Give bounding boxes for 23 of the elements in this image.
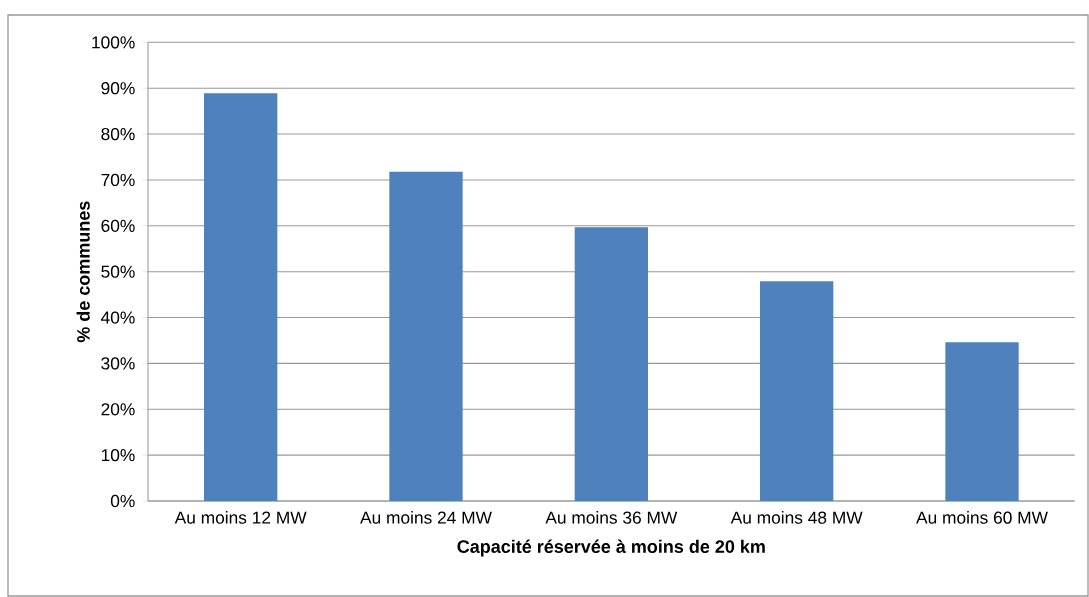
y-tick-label: 80%: [101, 127, 135, 141]
y-tick-label: 50%: [101, 265, 135, 278]
y-tick-label: 40%: [101, 311, 135, 324]
x-tick-label: Au moins 48 MW: [730, 511, 863, 524]
y-tick-label: 20%: [101, 403, 135, 416]
y-tick-label: 90%: [101, 82, 135, 95]
x-tick-label: Au moins 36 MW: [545, 511, 678, 524]
x-axis-title: Capacité réservée à moins de 20 km: [457, 539, 765, 557]
y-tick-label: 70%: [101, 173, 135, 187]
bar: [760, 281, 834, 502]
y-tick-label: 60%: [101, 219, 135, 232]
bar: [389, 171, 463, 502]
y-axis-title: % de communes: [76, 201, 90, 343]
y-tick-label: 10%: [101, 449, 135, 462]
x-tick-label: Au moins 12 MW: [174, 511, 307, 524]
y-tick-label: 30%: [101, 357, 135, 370]
x-tick-label: Au moins 60 MW: [916, 511, 1048, 524]
x-tick-label: Au moins 24 MW: [360, 511, 492, 524]
bar: [204, 93, 278, 502]
bar: [945, 342, 1019, 502]
y-tick-label: 100%: [92, 36, 135, 49]
bar: [574, 227, 649, 502]
y-tick-label: 0%: [110, 494, 135, 508]
